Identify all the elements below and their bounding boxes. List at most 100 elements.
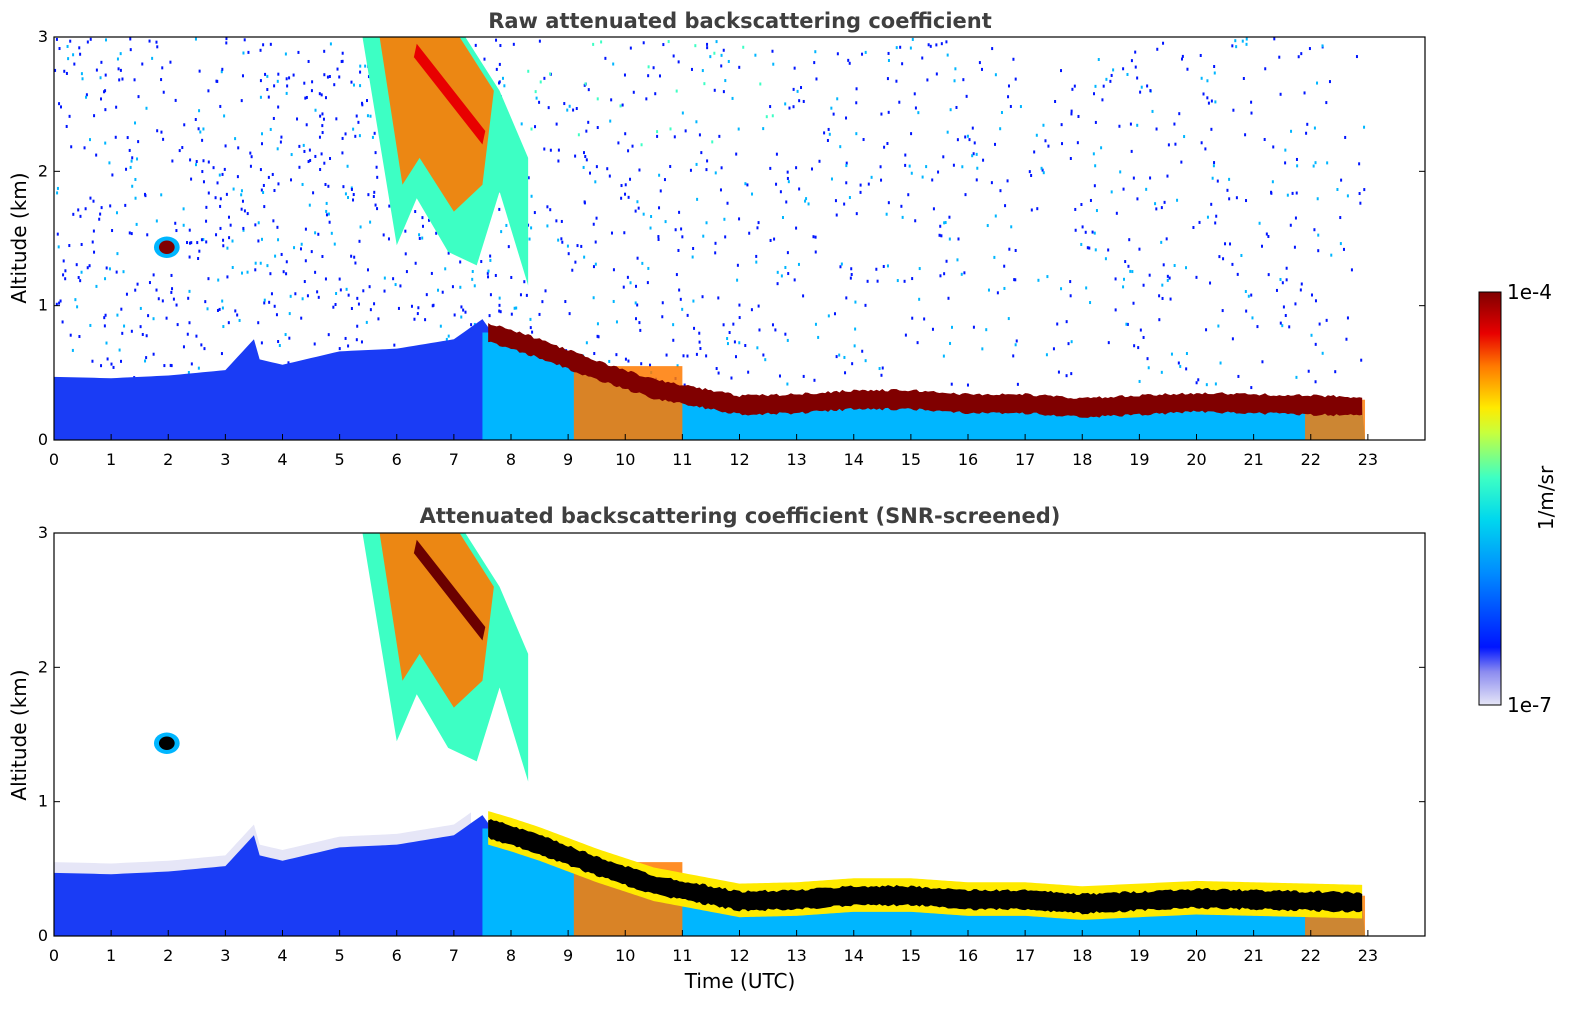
noise-pixel xyxy=(250,155,253,159)
noise-pixel xyxy=(1122,187,1125,191)
noise-pixel xyxy=(904,333,907,337)
noise-pixel xyxy=(966,134,969,138)
noise-pixel xyxy=(347,293,350,297)
noise-pixel xyxy=(845,161,848,165)
noise-pixel xyxy=(658,206,661,210)
noise-pixel xyxy=(952,163,955,167)
noise-pixel xyxy=(1281,281,1284,285)
noise-pixel xyxy=(350,80,353,84)
noise-pixel xyxy=(410,304,413,308)
noise-pixel xyxy=(667,40,670,44)
noise-pixel xyxy=(227,321,230,325)
panel2-x-label: Time (UTC) xyxy=(684,969,796,993)
noise-pixel xyxy=(202,180,205,184)
noise-pixel xyxy=(264,72,267,76)
noise-pixel xyxy=(786,170,789,174)
noise-pixel xyxy=(324,96,327,100)
noise-pixel xyxy=(414,210,417,214)
noise-pixel xyxy=(152,317,155,321)
noise-pixel xyxy=(914,106,917,110)
noise-pixel xyxy=(620,196,623,200)
noise-pixel xyxy=(297,50,300,54)
noise-pixel xyxy=(513,306,516,310)
noise-pixel xyxy=(776,270,779,274)
x-tick-label: 16 xyxy=(958,946,978,965)
noise-pixel xyxy=(657,235,660,239)
noise-pixel xyxy=(657,237,660,241)
x-tick-label: 3 xyxy=(220,946,230,965)
x-tick-label: 10 xyxy=(615,450,635,469)
noise-pixel xyxy=(592,222,595,226)
noise-pixel xyxy=(595,216,598,220)
noise-pixel xyxy=(718,134,721,138)
noise-pixel xyxy=(1294,302,1297,306)
noise-pixel xyxy=(1070,340,1073,344)
noise-pixel xyxy=(709,55,712,59)
noise-pixel xyxy=(945,259,948,263)
noise-pixel xyxy=(1316,197,1319,201)
noise-pixel xyxy=(1185,266,1188,270)
noise-pixel xyxy=(961,165,964,169)
noise-pixel xyxy=(1213,161,1216,165)
noise-pixel xyxy=(968,138,971,142)
noise-pixel xyxy=(999,189,1002,193)
noise-pixel xyxy=(1093,231,1096,235)
noise-pixel xyxy=(1007,317,1010,321)
noise-pixel xyxy=(241,74,244,78)
noise-pixel xyxy=(1073,84,1076,88)
noise-pixel xyxy=(896,279,899,283)
noise-pixel xyxy=(262,190,265,194)
noise-pixel xyxy=(1312,164,1315,168)
noise-pixel xyxy=(965,94,968,98)
noise-pixel xyxy=(91,359,94,363)
noise-pixel xyxy=(58,301,61,305)
noise-pixel xyxy=(694,44,697,48)
noise-pixel xyxy=(394,283,397,287)
noise-pixel xyxy=(260,341,263,345)
noise-pixel xyxy=(129,37,132,41)
noise-pixel xyxy=(100,364,103,368)
noise-pixel xyxy=(843,202,846,206)
noise-pixel xyxy=(1275,288,1278,292)
noise-pixel xyxy=(1326,161,1329,165)
noise-pixel xyxy=(1069,280,1072,284)
noise-pixel xyxy=(128,148,131,152)
noise-pixel xyxy=(658,173,661,177)
noise-pixel xyxy=(738,217,741,221)
noise-pixel xyxy=(111,173,114,177)
noise-pixel xyxy=(769,105,772,109)
noise-pixel xyxy=(911,37,914,41)
noise-pixel xyxy=(1300,52,1303,56)
noise-pixel xyxy=(321,131,324,135)
noise-pixel xyxy=(658,74,661,78)
noise-pixel xyxy=(1344,135,1347,139)
noise-pixel xyxy=(320,152,323,156)
noise-pixel xyxy=(510,312,513,316)
noise-pixel xyxy=(549,148,552,152)
noise-pixel xyxy=(266,74,269,78)
noise-pixel xyxy=(92,199,95,203)
noise-pixel xyxy=(1138,379,1141,383)
noise-pixel xyxy=(734,355,737,359)
noise-pixel xyxy=(130,329,133,333)
noise-pixel xyxy=(282,270,285,274)
noise-pixel xyxy=(195,160,198,164)
noise-pixel xyxy=(1041,168,1044,172)
noise-pixel xyxy=(1070,109,1073,113)
noise-pixel xyxy=(368,285,371,289)
noise-pixel xyxy=(54,68,57,72)
noise-pixel xyxy=(595,165,598,169)
noise-pixel xyxy=(120,359,123,363)
noise-pixel xyxy=(835,355,838,359)
noise-pixel xyxy=(1342,247,1345,251)
noise-pixel xyxy=(529,326,532,330)
noise-pixel xyxy=(692,299,695,303)
noise-pixel xyxy=(216,181,219,185)
noise-pixel xyxy=(359,84,362,88)
noise-pixel xyxy=(786,251,789,255)
noise-pixel xyxy=(110,362,113,366)
noise-pixel xyxy=(1124,260,1127,264)
noise-pixel xyxy=(1004,204,1007,208)
noise-pixel xyxy=(285,260,288,264)
noise-pixel xyxy=(756,346,759,350)
